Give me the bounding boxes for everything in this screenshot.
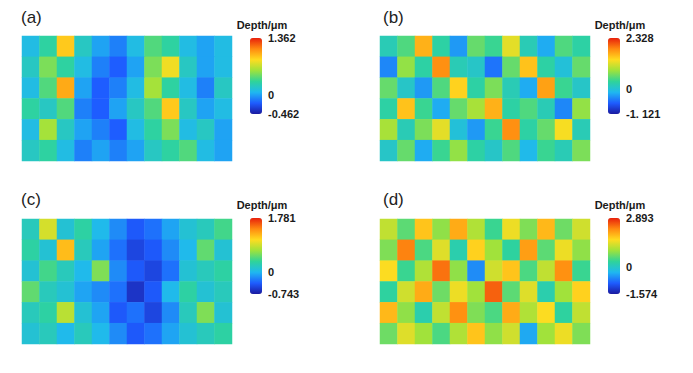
svg-text:2.328: 2.328 <box>626 32 654 44</box>
svg-text:0: 0 <box>268 266 274 278</box>
svg-text:2.893: 2.893 <box>626 212 654 224</box>
svg-text:(c): (c) <box>21 190 41 209</box>
svg-text:1.362: 1.362 <box>268 32 296 44</box>
svg-text:0: 0 <box>626 83 632 95</box>
svg-text:1.781: 1.781 <box>268 212 296 224</box>
svg-text:(d): (d) <box>383 190 404 209</box>
svg-text:-1. 121: -1. 121 <box>626 108 660 120</box>
svg-text:Depth/μm: Depth/μm <box>237 199 288 211</box>
svg-text:(b): (b) <box>383 8 404 27</box>
svg-text:-0.462: -0.462 <box>268 108 299 120</box>
svg-text:0: 0 <box>626 261 632 273</box>
svg-text:Depth/μm: Depth/μm <box>237 19 288 31</box>
svg-text:-0.743: -0.743 <box>268 288 299 300</box>
svg-text:-1.574: -1.574 <box>626 288 658 300</box>
svg-text:Depth/μm: Depth/μm <box>595 19 646 31</box>
svg-text:Depth/μm: Depth/μm <box>595 199 646 211</box>
svg-text:(a): (a) <box>21 8 42 27</box>
svg-text:0: 0 <box>268 89 274 101</box>
